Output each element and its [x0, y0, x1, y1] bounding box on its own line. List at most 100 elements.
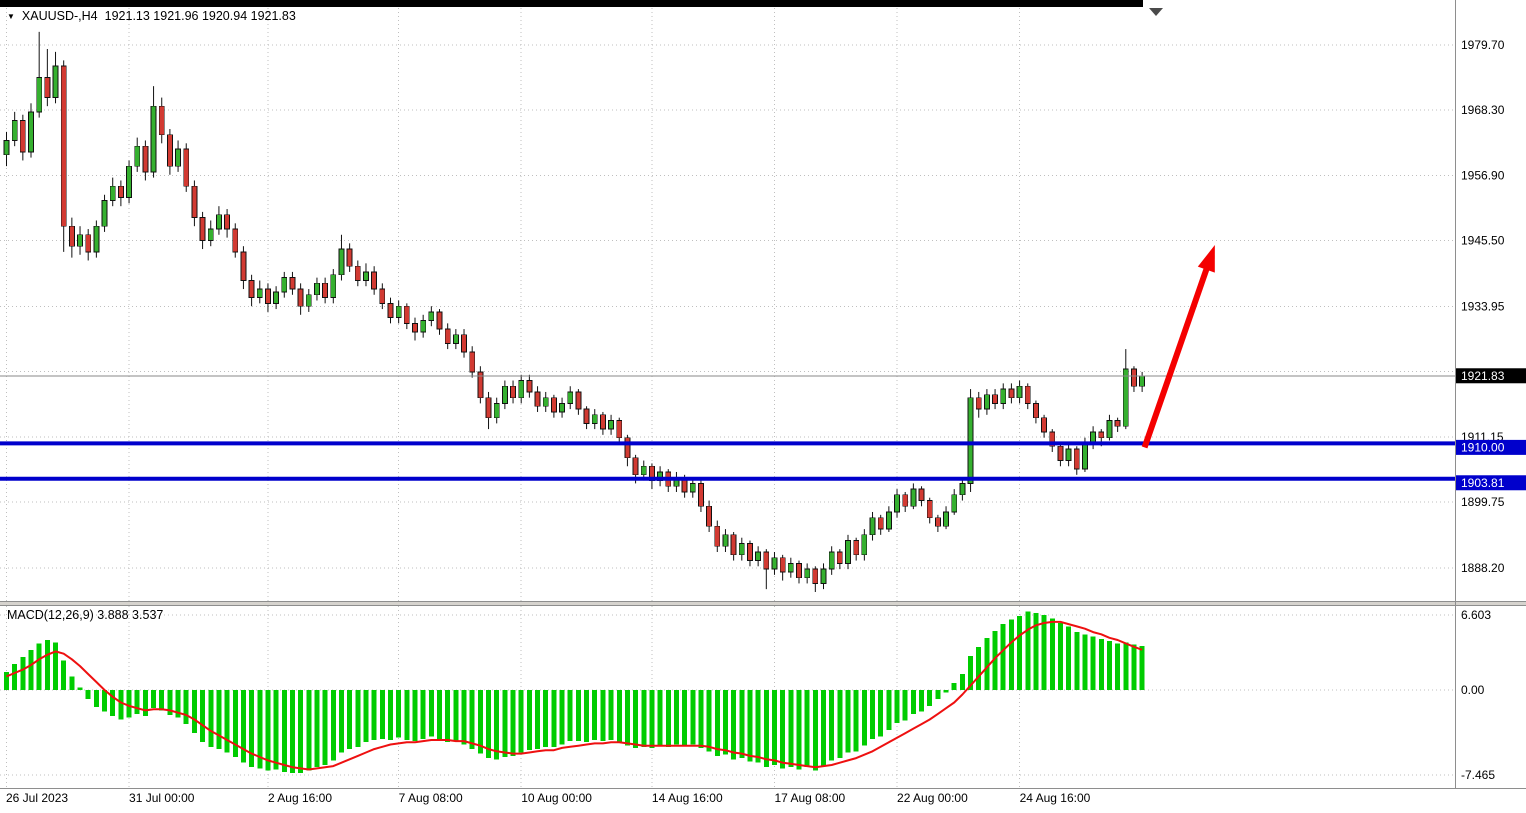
- candle-body: [305, 294, 312, 307]
- candle-body: [273, 291, 280, 304]
- candle-body: [714, 525, 721, 547]
- candle-body: [804, 568, 811, 579]
- candle-body: [1000, 388, 1007, 404]
- macd-histogram-bar: [404, 690, 410, 740]
- price-axis[interactable]: 1979.701968.301956.901945.501933.951911.…: [1456, 38, 1526, 782]
- macd-histogram-bar: [1057, 622, 1063, 690]
- candle-body: [134, 145, 141, 167]
- macd-histogram-bar: [12, 663, 18, 690]
- candle-body: [902, 494, 909, 507]
- macd-histogram-bar: [518, 690, 524, 753]
- macd-histogram-bar: [347, 690, 353, 750]
- macd-histogram-bar: [1033, 612, 1039, 690]
- top-border-bar: [0, 0, 1143, 7]
- candle-body: [28, 111, 34, 153]
- macd-histogram-bar: [167, 690, 173, 715]
- candle-body: [706, 505, 713, 527]
- macd-histogram-bar: [616, 690, 622, 743]
- macd-histogram-bar: [551, 690, 557, 747]
- candle-body: [632, 457, 639, 476]
- time-axis[interactable]: 26 Jul 2023 31 Jul 00:00 2 Aug 16:00 7 Aug …: [6, 791, 1091, 805]
- macd-histogram-bar: [894, 690, 900, 723]
- candle-body: [379, 288, 386, 304]
- macd-histogram-bar: [249, 690, 255, 768]
- candle-body: [869, 517, 876, 536]
- macd-histogram-bar: [837, 690, 843, 759]
- candle-body: [166, 134, 173, 167]
- macd-histogram-bar: [706, 690, 712, 752]
- macd-histogram-bar: [208, 690, 214, 747]
- price-tick-label: 1933.95: [1461, 299, 1505, 313]
- candle-body: [861, 534, 868, 556]
- candle-body: [738, 543, 745, 556]
- macd-histogram-bar: [1106, 641, 1112, 690]
- macd-histogram-bar: [780, 690, 786, 769]
- macd-histogram-bar: [191, 690, 197, 734]
- candle-body: [747, 543, 753, 561]
- macd-histogram-bar: [608, 690, 614, 740]
- macd-histogram-bar: [355, 690, 361, 747]
- trend-arrow-shaft[interactable]: [1141, 263, 1211, 449]
- macd-histogram-bar: [1074, 632, 1080, 690]
- macd-histogram-bar: [673, 690, 679, 745]
- candle-body: [853, 540, 860, 556]
- candle-body: [1041, 417, 1047, 433]
- candle-body: [534, 391, 541, 407]
- candle-body: [183, 148, 190, 187]
- macd-histogram-bar: [322, 690, 328, 765]
- candle-body: [698, 483, 704, 507]
- price-tick-label: 1945.50: [1461, 233, 1505, 247]
- candle-body: [493, 402, 500, 419]
- candle-body: [510, 385, 516, 399]
- macd-histogram-bar: [821, 690, 826, 767]
- candle-body: [836, 551, 843, 564]
- candle-body: [346, 248, 353, 267]
- macd-histogram-bar: [771, 690, 777, 765]
- macd-histogram-bar: [1098, 638, 1104, 690]
- candle-body: [363, 271, 369, 281]
- candle-body: [1106, 420, 1113, 439]
- price-tick-label: 1899.75: [1461, 495, 1505, 509]
- macd-histogram-bar: [4, 671, 9, 690]
- macd-histogram-bar: [665, 690, 671, 747]
- candle-body: [918, 488, 925, 501]
- macd-histogram-bar: [224, 690, 230, 753]
- chart-header: ▼ XAUUSD-,H4 1921.13 1921.96 1920.94 192…: [7, 9, 296, 23]
- macd-histogram-bar: [902, 690, 908, 721]
- candle-body: [11, 120, 18, 141]
- candle-body: [787, 563, 794, 573]
- candle-body: [436, 311, 443, 330]
- macd-tick-label: 0.00: [1461, 683, 1485, 697]
- time-tick-label: 2 Aug 16:00: [268, 791, 332, 805]
- candle-body: [232, 228, 239, 253]
- macd-histogram-bar: [502, 690, 508, 758]
- candle-body: [1073, 448, 1080, 470]
- macd-histogram-bar: [102, 690, 108, 712]
- macd-histogram-bar: [36, 643, 42, 690]
- candle-body: [1057, 445, 1064, 461]
- macd-histogram-bar: [747, 690, 753, 762]
- macd-histogram-bar: [543, 690, 549, 747]
- collapse-chart-icon[interactable]: ▼: [7, 12, 15, 21]
- macd-indicator-label: MACD(12,26,9) 3.888 3.537: [7, 608, 164, 622]
- candle-body: [101, 200, 108, 227]
- candle-body: [322, 282, 329, 299]
- macd-histogram-bar: [1017, 616, 1023, 690]
- macd-histogram-bar: [314, 690, 320, 768]
- candle-body: [779, 557, 786, 573]
- candle-body: [444, 328, 451, 344]
- price-tick-label: 1968.30: [1461, 103, 1505, 117]
- macd-histogram-bar: [1066, 626, 1072, 690]
- macd-histogram-bar: [878, 690, 884, 737]
- macd-histogram-bar: [526, 690, 532, 751]
- trend-arrow-head[interactable]: [1197, 245, 1215, 273]
- candle-body: [3, 140, 10, 156]
- time-tick-label: 26 Jul 2023: [6, 791, 68, 805]
- candle-body: [624, 437, 631, 459]
- macd-tick-label: 6.603: [1461, 608, 1491, 622]
- macd-histogram-bar: [61, 660, 67, 690]
- candle-body: [142, 145, 149, 173]
- chart-shift-marker-icon: [1149, 8, 1163, 16]
